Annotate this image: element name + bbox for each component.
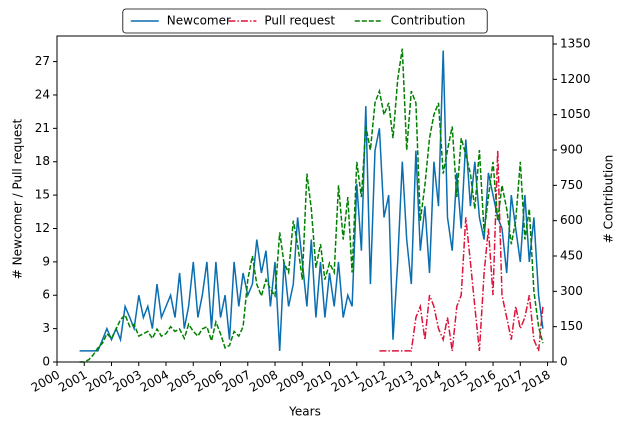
x-axis-label: Years <box>288 405 321 419</box>
y-axis-label: # Newcomer / Pull request <box>11 119 25 280</box>
legend-label: Pull request <box>264 14 335 28</box>
y-tick-label: 27 <box>35 54 50 68</box>
y2-tick-label: 150 <box>560 319 583 333</box>
y-tick-label: 12 <box>35 221 50 235</box>
legend-label: Newcomer <box>167 14 231 28</box>
y-tick-label: 15 <box>35 188 50 202</box>
y-tick-label: 24 <box>35 87 50 101</box>
legend: Newcomer Pull request Contribution <box>122 8 488 34</box>
y2-tick-label: 1050 <box>560 107 591 121</box>
y2-tick-label: 900 <box>560 143 583 157</box>
legend-label: Contribution <box>391 14 466 28</box>
series-line <box>79 48 544 363</box>
y-tick-label: 18 <box>35 154 50 168</box>
y-tick-label: 0 <box>42 355 50 369</box>
y2-tick-label: 0 <box>560 355 568 369</box>
x-tick-label: 2018 <box>519 368 552 395</box>
y-tick-label: 21 <box>35 121 50 135</box>
y2-tick-label: 750 <box>560 178 583 192</box>
series-line <box>79 50 544 352</box>
y2-tick-label: 1200 <box>560 72 591 86</box>
legend-box <box>122 8 488 34</box>
y2-tick-label: 300 <box>560 284 583 298</box>
y2-tick-label: 450 <box>560 249 583 263</box>
y2-tick-label: 600 <box>560 213 583 227</box>
y2-axis-label: # Contribution <box>602 155 616 243</box>
y-tick-label: 6 <box>42 288 50 302</box>
y-tick-label: 3 <box>42 321 50 335</box>
y-tick-label: 9 <box>42 254 50 268</box>
y2-tick-label: 1350 <box>560 37 591 51</box>
plot-frame <box>56 35 554 363</box>
series-line <box>379 150 544 352</box>
